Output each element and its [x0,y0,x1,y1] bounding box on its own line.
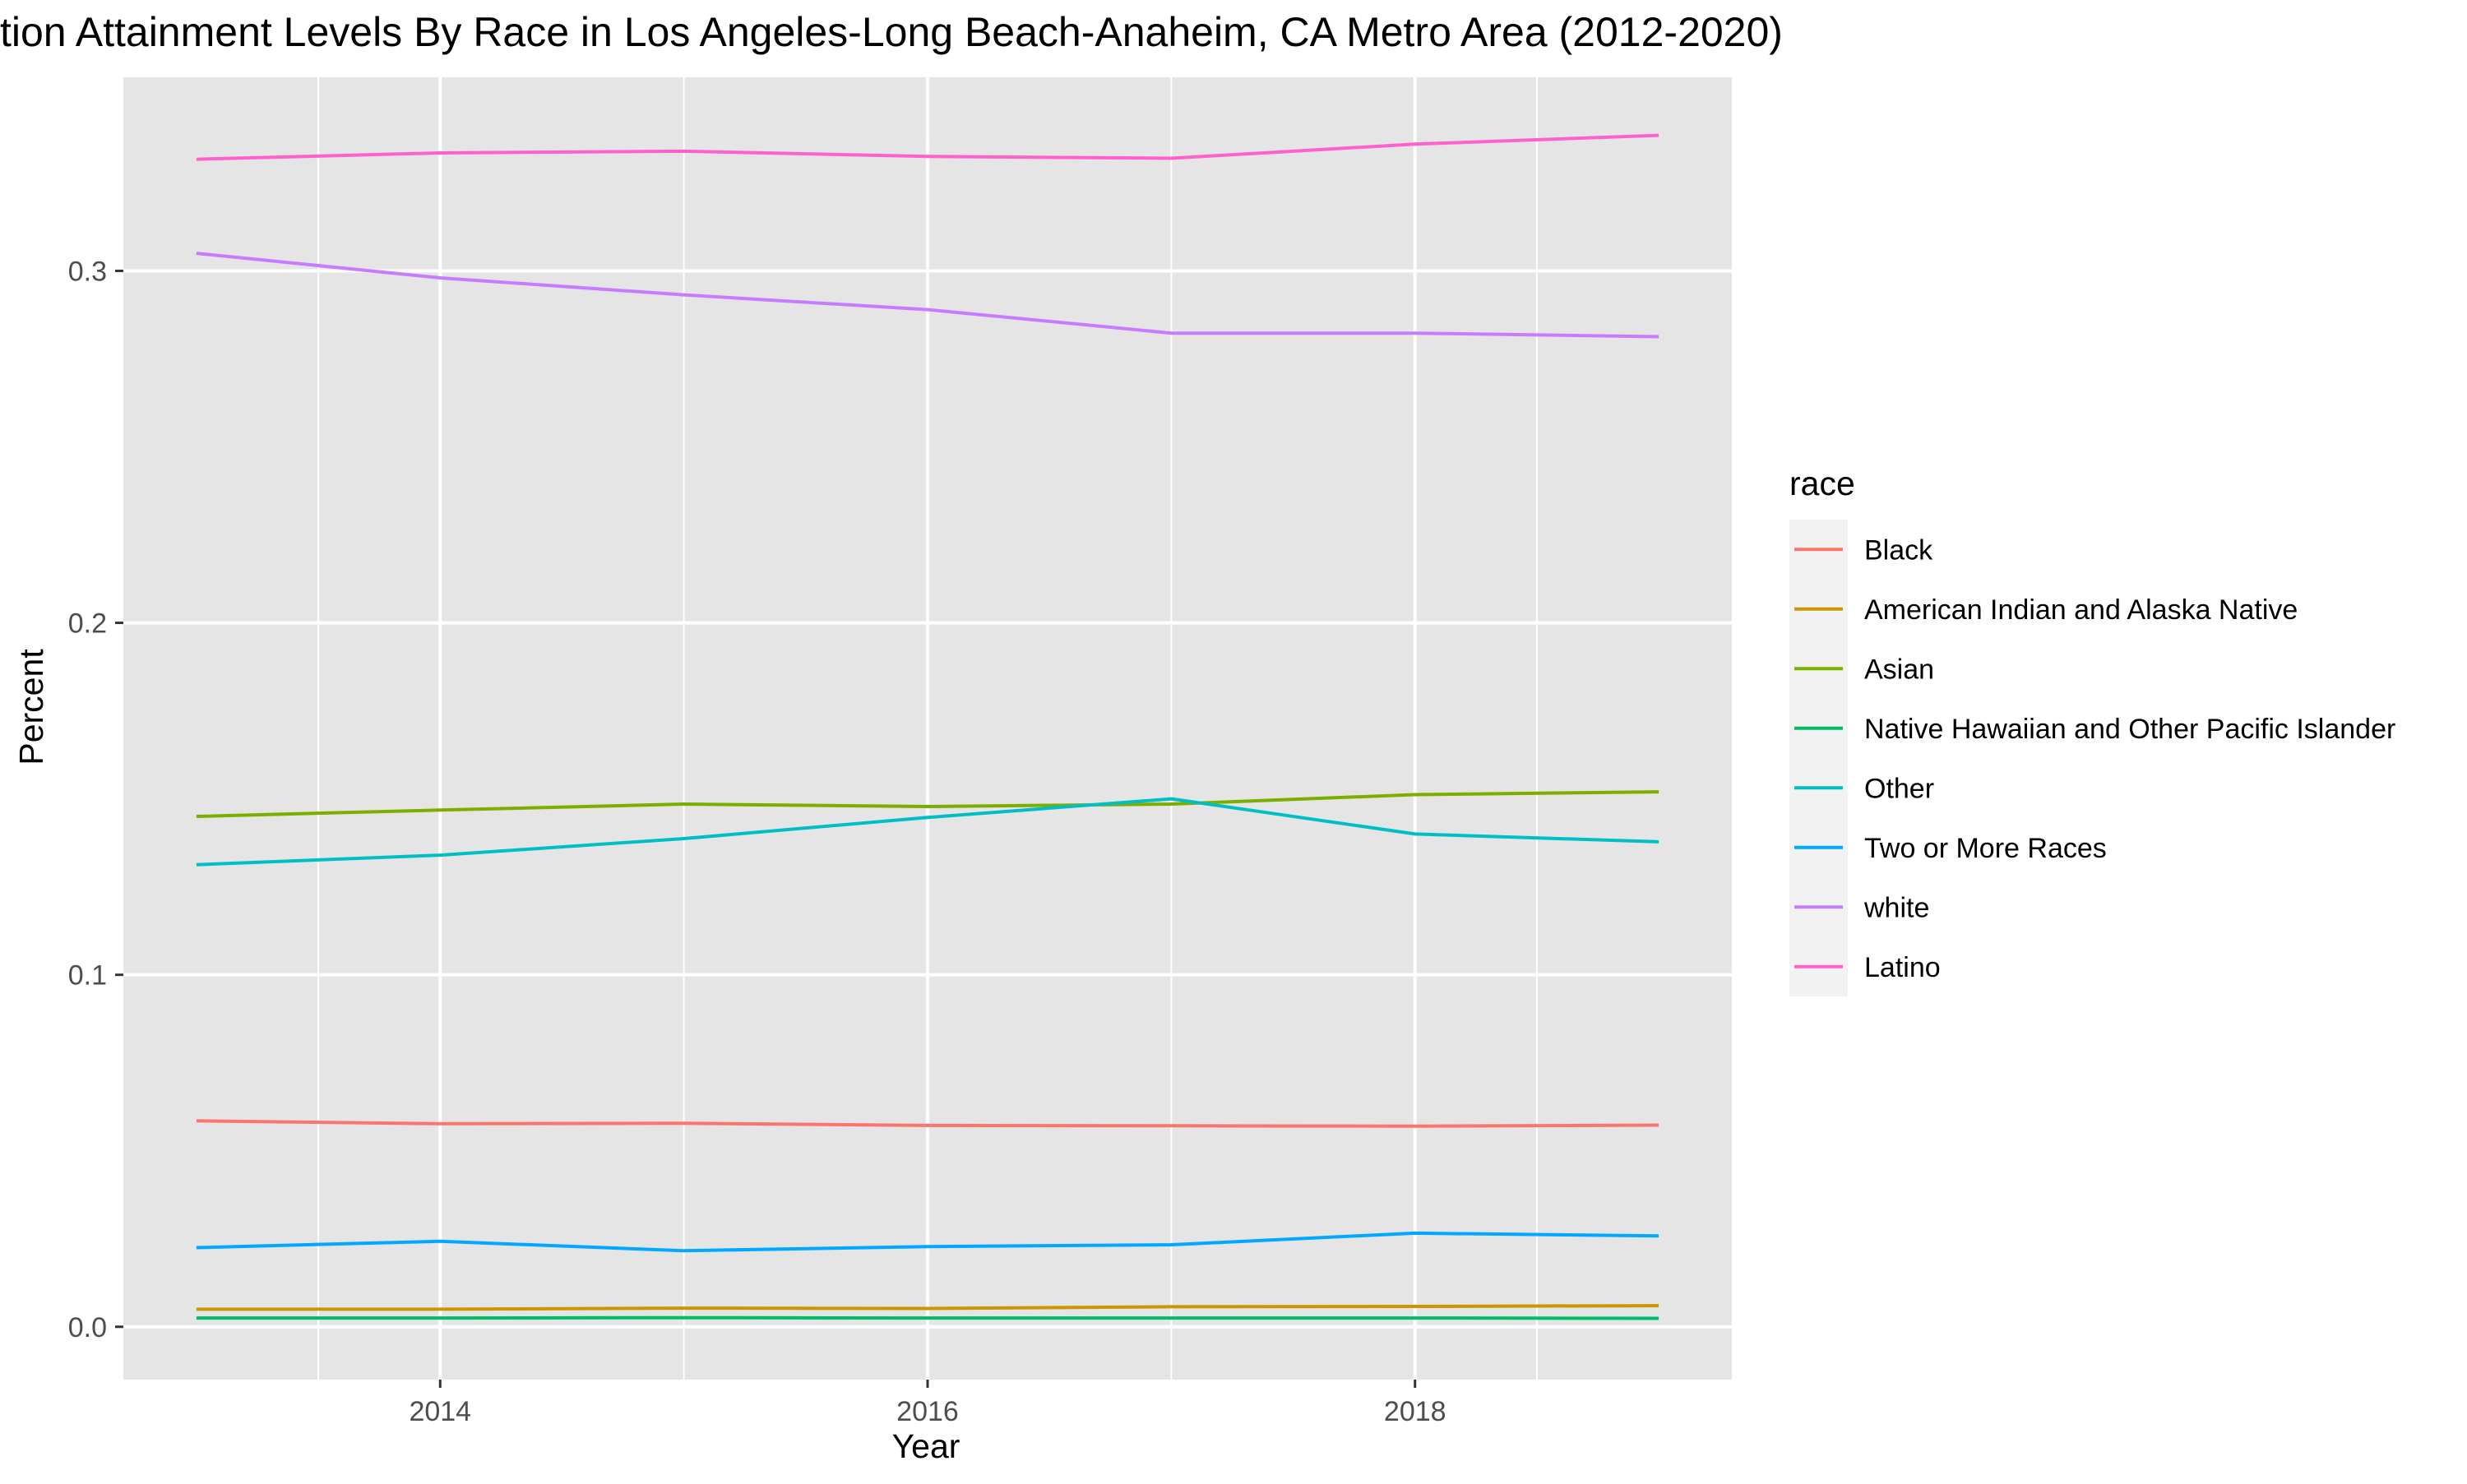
y-tick-label: 0.1 [68,960,107,992]
axes: 0.0 0.1 0.2 0.3 2014 2016 2018 [68,256,1446,1427]
legend-label: Two or More Races [1864,833,2107,864]
y-tick-label: 0.3 [68,256,107,287]
series-line-american-indian-and-alaska-native [196,1304,1659,1311]
y-tick-label: 0.0 [68,1312,107,1343]
y-axis-title: Percent [12,649,50,765]
series-line-latino [196,133,1659,161]
y-tick-label: 0.2 [68,608,107,640]
legend-label: Black [1864,534,1933,566]
series-line-other [196,797,1659,867]
series-line-white [196,252,1659,339]
x-axis-title: Year [892,1427,960,1465]
legend: race Black American Indian and Alaska Nat… [1789,465,2395,996]
legend-title: race [1789,465,1855,502]
series-line-asian [196,790,1659,818]
series-lines [196,133,1659,1320]
legend-label: white [1863,892,1929,923]
series-line-two-or-more-races [196,1231,1659,1253]
chart-title: tion Attainment Levels By Race in Los An… [0,9,1783,55]
legend-label: Latino [1864,952,1941,983]
series-line-native-hawaiian-and-other-pacific-islander [196,1315,1659,1320]
series-line-black [196,1119,1659,1128]
grid-lines [123,77,1732,1380]
x-tick-label: 2014 [409,1396,471,1427]
legend-key-background [1789,520,1848,996]
legend-label: Asian [1864,654,1934,685]
legend-label: American Indian and Alaska Native [1864,594,2298,626]
legend-label: Other [1864,773,1934,804]
x-tick-label: 2016 [896,1396,959,1427]
x-tick-label: 2018 [1384,1396,1446,1427]
legend-label: Native Hawaiian and Other Pacific Island… [1864,714,2395,745]
